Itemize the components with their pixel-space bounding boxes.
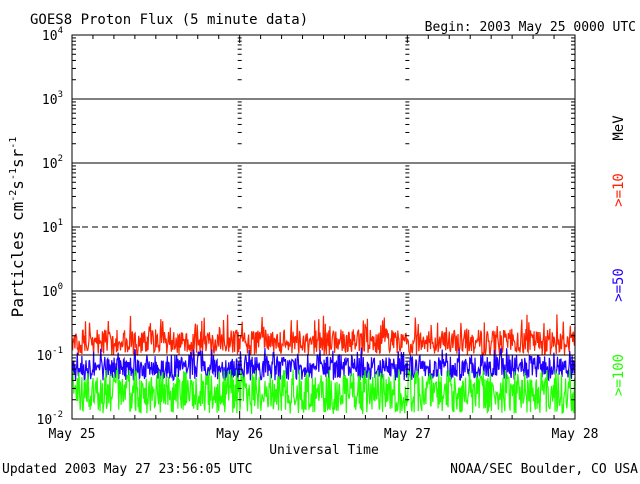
y-tick-label: 10-2 [37,410,64,428]
plot-frame [71,34,576,420]
y-axis-label-s: s [8,180,27,190]
series-line-ge100 [71,367,576,414]
y-tick-label: 104 [42,26,63,44]
y-tick-label-exponent: -2 [52,410,63,420]
legend-ge50-mev: >=50 [611,268,627,302]
y-axis-label-base: Particles cm [8,202,27,318]
begin-date: Begin: 2003 May 25 0000 UTC [425,20,636,35]
y-tick-label-exponent: 2 [58,154,63,164]
x-tick-label: May 26 [216,427,263,442]
y-axis-label: Particles cm-2s-1sr-1 [8,137,27,318]
x-tick-label: May 27 [384,427,431,442]
y-tick-label-base: 10 [37,413,53,428]
y-tick-label: 102 [42,154,63,172]
y-tick-label-exponent: 1 [58,218,63,228]
y-tick-label-base: 10 [42,285,58,300]
y-tick-label-base: 10 [42,93,58,108]
y-tick-label: 100 [42,282,63,300]
legend-ge10-mev: >=10 [611,173,627,207]
y-tick-label-base: 10 [37,349,53,364]
y-tick-label: 101 [42,218,63,236]
series-layer [71,314,576,414]
x-axis-label: Universal Time [269,443,379,458]
y-tick-label: 10-1 [37,346,64,364]
y-tick-label-base: 10 [42,221,58,236]
y-tick-label-exponent: 3 [58,90,63,100]
x-tick-label: May 28 [552,427,599,442]
series-line-ge50 [71,347,576,382]
x-tick-label: May 25 [49,427,96,442]
y-tick-label-exponent: 4 [58,26,63,36]
y-tick-label-base: 10 [42,157,58,172]
x-tick-labels: May 25 May 26 May 27 May 28 [49,427,599,442]
y-axis-label-exp3: -1 [8,137,19,149]
source-credit: NOAA/SEC Boulder, CO USA [450,462,638,477]
y-axis-label-exp2: -1 [8,168,19,180]
y-tick-label-exponent: -1 [52,346,63,356]
y-tick-label-exponent: 0 [58,282,63,292]
y-tick-label-base: 10 [42,29,58,44]
legend-ge100-mev: >=100 [611,354,627,396]
y-tick-label: 103 [42,90,63,108]
chart-title: GOES8 Proton Flux (5 minute data) [30,12,308,28]
series-line-ge10 [71,314,576,357]
legend-unit-mev: MeV [611,115,627,141]
grid-layer [71,35,576,420]
updated-timestamp: Updated 2003 May 27 23:56:05 UTC [2,462,252,477]
y-axis-label-exp1: -2 [8,190,19,202]
y-axis-label-sr: sr [8,148,27,168]
